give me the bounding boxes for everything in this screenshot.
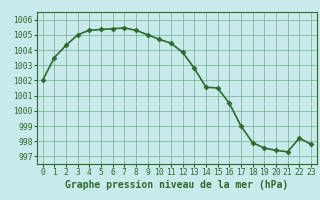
X-axis label: Graphe pression niveau de la mer (hPa): Graphe pression niveau de la mer (hPa): [65, 180, 288, 190]
